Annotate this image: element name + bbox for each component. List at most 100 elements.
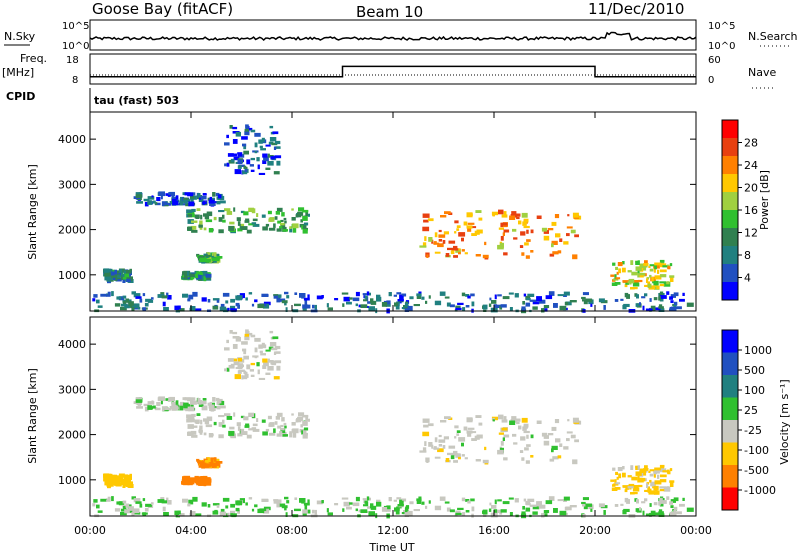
power-cell	[115, 278, 122, 282]
velocity-cell	[187, 416, 195, 420]
power-cell	[188, 213, 192, 218]
power-cell	[521, 306, 526, 311]
velocity-cell	[206, 463, 211, 468]
velocity-cell	[209, 401, 212, 406]
velocity-cell	[666, 496, 670, 500]
power-cell	[187, 219, 194, 224]
velocity-cell	[453, 450, 458, 456]
velocity-cell	[294, 508, 301, 512]
power-cell	[269, 137, 277, 142]
velocity-cell	[500, 509, 507, 513]
power-cell	[669, 296, 673, 300]
power-cell	[503, 252, 508, 256]
power-cell	[114, 303, 121, 307]
power-cell	[154, 202, 158, 205]
velocity-cell	[187, 503, 191, 507]
power-cell	[559, 305, 567, 311]
velocity-cell	[136, 406, 143, 409]
velocity-cell	[188, 418, 192, 423]
power-cell	[445, 253, 450, 257]
velocity-cell	[503, 457, 508, 461]
power-cell	[503, 211, 507, 216]
velocity-cell	[669, 511, 677, 516]
velocity-colorbar-tick-label: 25	[744, 404, 758, 417]
velocity-cell	[245, 423, 250, 427]
velocity-cell	[569, 505, 577, 508]
power-cell	[482, 254, 489, 259]
power-cell	[215, 192, 220, 197]
power-cell	[208, 199, 215, 204]
power-cell	[364, 295, 368, 299]
velocity-cell	[400, 500, 404, 505]
velocity-cell	[509, 420, 516, 425]
velocity-cell	[169, 396, 175, 402]
power-cell	[355, 291, 360, 297]
power-cell	[137, 306, 141, 310]
velocity-cell	[126, 481, 133, 486]
velocity-cell	[503, 434, 510, 438]
velocity-cell	[525, 507, 531, 512]
power-colorbar-tick-label: 24	[744, 159, 758, 172]
velocity-cell	[519, 450, 524, 453]
velocity-cell	[627, 475, 632, 478]
power-cell	[570, 229, 576, 234]
velocity-cell	[627, 486, 634, 489]
power-cell	[172, 200, 179, 206]
power-cell	[438, 229, 442, 233]
power-cell	[124, 304, 130, 309]
power-cell	[559, 238, 563, 242]
noise-frame	[89, 19, 697, 51]
velocity-cell	[349, 502, 353, 505]
power-cell	[269, 217, 275, 222]
power-cell	[248, 207, 254, 212]
power-cell	[658, 306, 664, 309]
velocity-cell	[198, 429, 203, 433]
power-cell	[142, 293, 146, 297]
power-cell	[637, 260, 640, 265]
velocity-cell	[167, 399, 171, 402]
power-cell	[242, 143, 247, 147]
velocity-cell	[125, 503, 130, 508]
power-cell	[303, 225, 307, 230]
power-cell	[135, 194, 143, 198]
power-cell	[679, 298, 685, 302]
velocity-cell	[686, 507, 694, 512]
power-cell	[462, 307, 466, 311]
velocity-cell	[554, 419, 560, 424]
velocity-cell	[250, 374, 255, 377]
velocity-cell	[625, 486, 630, 490]
velocity-cell	[218, 399, 222, 404]
velocity-cell	[657, 474, 660, 479]
velocity-cell	[213, 421, 217, 426]
power-cell	[280, 223, 286, 228]
power-cell	[302, 216, 308, 221]
velocity-frame	[89, 316, 697, 517]
velocity-cell	[190, 482, 195, 485]
power-cell	[143, 198, 150, 202]
velocity-cell	[649, 469, 656, 472]
velocity-cell	[118, 501, 125, 506]
velocity-cell	[202, 398, 207, 401]
velocity-cell	[230, 503, 235, 508]
velocity-cell	[230, 513, 237, 517]
velocity-cell	[226, 416, 233, 420]
power-cell	[177, 308, 185, 312]
velocity-cell	[274, 360, 282, 364]
power-cell	[630, 287, 635, 290]
power-cell	[637, 270, 640, 274]
power-cell	[518, 220, 522, 225]
velocity-cell	[198, 461, 205, 464]
power-cell	[413, 304, 420, 307]
velocity-cell	[249, 369, 254, 372]
power-cell	[198, 277, 203, 281]
velocity-cell	[669, 468, 673, 472]
velocity-cell	[649, 479, 652, 483]
velocity-cell	[526, 444, 531, 447]
velocity-cell	[250, 362, 255, 366]
freq-right-tick-high: 60	[708, 55, 721, 66]
velocity-cell	[243, 416, 249, 421]
velocity-cell	[564, 506, 569, 511]
velocity-cell	[416, 500, 422, 504]
velocity-cell	[294, 497, 298, 500]
velocity-cell	[204, 419, 210, 425]
